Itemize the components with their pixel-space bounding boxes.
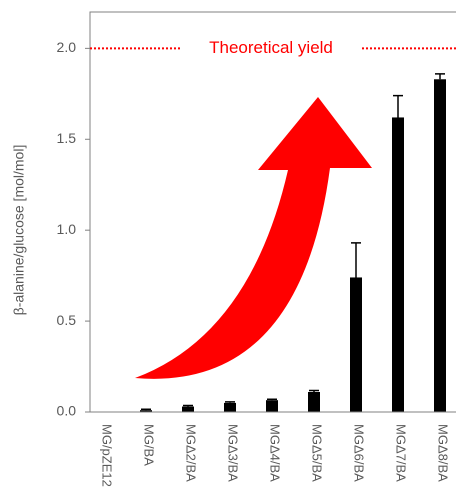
error-bar [435,74,445,79]
bar [434,79,446,412]
y-tick-label: 0.0 [57,403,77,419]
y-tick-label: 1.0 [57,221,77,237]
y-tick-label: 1.5 [57,130,77,146]
y-tick-label: 0.5 [57,312,77,328]
bar [308,392,320,412]
y-tick-label: 2.0 [57,39,77,55]
bar [224,403,236,412]
error-bar [267,399,277,400]
x-tick-label: MGΔ4/BA [268,424,283,482]
x-tick-label: MGΔ6/BA [352,424,367,482]
bar [392,117,404,412]
x-tick-label: MG/pZE12 [100,424,115,487]
error-bar [351,243,361,278]
bar [350,277,362,412]
error-bar [183,405,193,406]
bar [182,407,194,412]
y-axis-label: β-alanine/glucose [mol/mol] [11,145,27,316]
trend-arrow [135,97,372,379]
x-tick-label: MGΔ2/BA [184,424,199,482]
reference-label: Theoretical yield [209,38,333,57]
error-bar [393,96,403,118]
x-tick-label: MGΔ7/BA [394,424,409,482]
x-tick-label: MGΔ5/BA [310,424,325,482]
error-bar [309,391,319,392]
error-bar [225,402,235,403]
x-tick-label: MG/BA [142,424,157,466]
bar [266,400,278,412]
x-tick-label: MGΔ8/BA [436,424,451,482]
error-bar [141,409,151,410]
chart: β-alanine/glucose [mol/mol] 0.0 0.5 1.0 1.5… [0,0,456,503]
x-tick-label: MGΔ3/BA [226,424,241,482]
page: {"chart_data": {"type": "bar", "y_label"… [0,0,456,503]
